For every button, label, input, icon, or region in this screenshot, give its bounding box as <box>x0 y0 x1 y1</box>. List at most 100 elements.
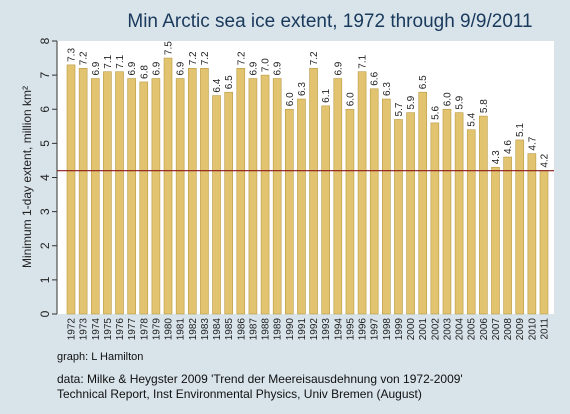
bar-value-label: 6.6 <box>370 71 381 85</box>
bar-value-label: 4.6 <box>503 140 514 154</box>
y-tick-label: 3 <box>38 208 52 215</box>
x-tick-label: 1977 <box>127 318 138 341</box>
x-tick-label: 1997 <box>370 318 381 341</box>
y-tick-label: 7 <box>38 71 52 78</box>
x-axis: 1972 1973 1974 1975 1976 1977 1978 1979 1980 1981… <box>67 318 551 341</box>
x-tick-label: 2009 <box>515 318 526 341</box>
x-tick-label: 1976 <box>115 318 126 341</box>
bar-value-label: 6.4 <box>212 78 223 92</box>
y-tick-label: 8 <box>38 37 52 44</box>
y-tick-label: 1 <box>38 276 52 283</box>
bar-value-label: 5.7 <box>394 102 405 116</box>
bar <box>212 95 221 315</box>
bar <box>357 71 367 315</box>
bar <box>285 108 294 315</box>
bar <box>369 88 379 315</box>
bar <box>345 108 355 315</box>
bar-value-label: 5.8 <box>479 99 490 113</box>
x-tick-label: 1998 <box>382 318 393 341</box>
bar-value-label: 6.0 <box>285 92 296 106</box>
bar <box>187 68 197 315</box>
bar-value-label: 7.1 <box>103 54 114 68</box>
bar-value-label: 6.0 <box>345 92 356 106</box>
bar <box>151 78 161 315</box>
x-tick-label: 1975 <box>103 318 114 341</box>
bar <box>430 122 440 315</box>
graph-credit: graph: L Hamilton <box>57 351 144 363</box>
x-tick-label: 1984 <box>212 318 223 341</box>
x-tick-label: 2010 <box>527 318 538 341</box>
bar-value-label: 6.9 <box>273 61 284 75</box>
bar-value-label: 6.8 <box>139 65 150 79</box>
bar <box>394 119 403 315</box>
bar <box>115 71 124 315</box>
bar-value-label: 7.2 <box>309 51 320 65</box>
x-tick-label: 1978 <box>139 318 150 341</box>
x-tick-label: 1990 <box>285 318 296 341</box>
bar <box>139 81 149 315</box>
y-tick-label: 5 <box>38 140 52 147</box>
x-tick-label: 1972 <box>67 318 78 341</box>
x-tick-label: 1982 <box>188 318 199 341</box>
x-tick-label: 1988 <box>261 318 272 341</box>
bar-value-label: 6.9 <box>127 61 138 75</box>
bar <box>224 91 233 315</box>
x-tick-label: 1989 <box>273 318 284 341</box>
bar <box>248 78 258 315</box>
bar <box>454 112 464 315</box>
x-tick-label: 1993 <box>321 318 332 341</box>
bar <box>200 68 209 315</box>
bar <box>66 64 76 315</box>
chart-title: Min Arctic sea ice extent, 1972 through … <box>127 11 532 32</box>
x-tick-label: 1973 <box>79 318 90 341</box>
x-tick-label: 1996 <box>358 318 369 341</box>
bars <box>57 57 554 315</box>
bar <box>297 98 306 315</box>
x-tick-label: 1981 <box>176 318 187 341</box>
x-tick-label: 1983 <box>200 318 211 341</box>
bar-value-label: 6.3 <box>297 82 308 96</box>
x-tick-label: 1991 <box>297 318 308 341</box>
bar-value-label: 6.1 <box>321 88 332 102</box>
x-tick-label: 2006 <box>479 318 490 341</box>
bar-value-label: 7.1 <box>115 54 126 68</box>
bar-value-label: 6.3 <box>382 82 393 96</box>
bar <box>272 78 282 315</box>
x-tick-label: 2000 <box>406 318 417 341</box>
bar-value-label: 4.2 <box>540 153 551 167</box>
bar-value-label: 7.2 <box>236 51 247 65</box>
x-tick-label: 2005 <box>467 318 478 341</box>
x-tick-label: 1999 <box>394 318 405 341</box>
y-tick-label: 4 <box>38 174 52 181</box>
bar-value-label: 6.9 <box>333 61 344 75</box>
y-axis: 0 1 2 3 4 5 6 7 8 <box>38 37 58 317</box>
bar <box>127 78 136 315</box>
x-tick-label: 2002 <box>430 318 441 341</box>
bar-value-label: 6.9 <box>176 61 187 75</box>
bar <box>382 98 391 315</box>
bar <box>163 57 173 315</box>
source-line-2: Technical Report, Inst Environmental Phy… <box>57 387 422 401</box>
x-tick-label: 1995 <box>345 318 356 341</box>
bar <box>503 156 512 315</box>
x-tick-label: 1994 <box>333 318 344 341</box>
bar <box>479 115 488 315</box>
bar <box>418 91 428 315</box>
bar-value-label: 6.9 <box>248 61 259 75</box>
bar-value-label: 4.7 <box>527 136 538 150</box>
y-axis-label: Minimum 1-day extent, million km² <box>20 86 34 268</box>
bar <box>90 78 100 315</box>
bar-value-label: 4.3 <box>491 150 502 164</box>
bar-value-label: 6.9 <box>151 61 162 75</box>
y-tick-label: 2 <box>38 242 52 249</box>
y-tick-label: 0 <box>38 310 52 317</box>
bar-value-label: 7.2 <box>188 51 199 65</box>
bar-value-label: 6.5 <box>418 75 429 89</box>
bar <box>103 71 112 315</box>
bar-value-label: 5.4 <box>467 112 478 126</box>
bar <box>466 129 476 315</box>
x-tick-label: 1985 <box>224 318 235 341</box>
bar <box>175 78 185 315</box>
x-tick-label: 1986 <box>236 318 247 341</box>
